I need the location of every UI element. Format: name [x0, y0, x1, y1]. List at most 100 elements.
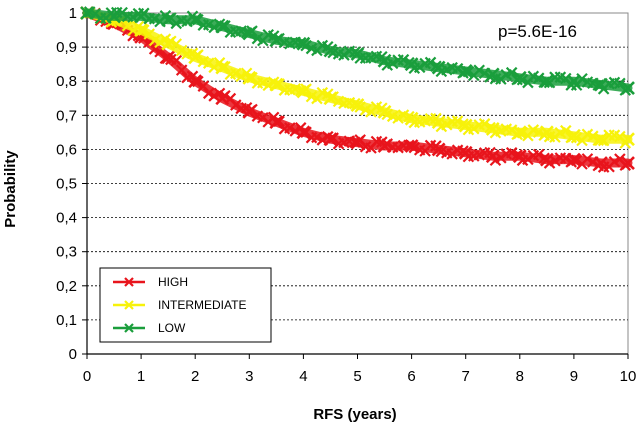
legend-marker — [124, 277, 134, 287]
censor-mark — [273, 115, 285, 128]
legend-marker — [124, 323, 134, 333]
censor-mark — [446, 148, 458, 160]
data-point — [404, 111, 419, 126]
y-tick-label: 0,7 — [56, 107, 77, 124]
data-point — [594, 132, 608, 147]
censor-mark — [397, 53, 410, 66]
data-point — [296, 84, 311, 99]
data-point — [107, 9, 121, 24]
x-tick-label: 8 — [516, 368, 524, 385]
data-point — [458, 145, 473, 160]
censor-mark — [473, 64, 486, 77]
x-axis-title: RFS (years) — [313, 406, 396, 423]
data-point — [377, 53, 392, 68]
y-tick-label: 0,2 — [56, 278, 77, 295]
legend-item-high: HIGH — [113, 275, 188, 289]
series-layer — [80, 6, 635, 173]
data-point — [296, 125, 311, 140]
axes: 00,10,20,30,40,50,60,70,80,910 1 2 3 4 5 6 7 8 9 1… — [56, 5, 636, 385]
data-point — [621, 132, 635, 147]
data-point — [431, 60, 446, 75]
x-tick-label: 4 — [299, 368, 307, 385]
y-axis-title: Probability — [2, 150, 19, 228]
censor-mark — [338, 49, 350, 61]
censor-mark — [175, 64, 188, 76]
data-point — [431, 142, 446, 157]
y-tick-label: 0 — [69, 346, 77, 363]
data-point — [215, 60, 230, 75]
legend-item-intermediate: INTERMEDIATE — [113, 298, 246, 312]
data-point — [134, 23, 149, 37]
censor-mark — [462, 65, 475, 78]
data-point — [350, 135, 365, 150]
data-point — [188, 50, 203, 65]
data-point — [242, 26, 257, 41]
censor-mark — [392, 112, 404, 124]
censor-mark — [592, 79, 605, 91]
legend-item-low: LOW — [113, 321, 186, 335]
data-point — [215, 91, 230, 106]
censor-mark — [229, 67, 242, 80]
data-point — [485, 149, 500, 164]
data-point — [323, 132, 338, 147]
censor-mark — [284, 122, 296, 134]
censor-mark — [229, 99, 242, 111]
data-point — [242, 70, 257, 85]
y-tick-label: 0,6 — [56, 141, 77, 158]
data-point — [377, 104, 392, 119]
censor-mark — [478, 118, 491, 130]
y-tick-label: 0,4 — [56, 210, 77, 227]
series-intermediate — [80, 6, 635, 149]
censor-mark — [424, 56, 437, 69]
censor-mark — [116, 6, 128, 19]
series-high — [80, 6, 635, 173]
data-point — [566, 74, 581, 89]
data-point — [296, 36, 311, 51]
x-tick-label: 6 — [407, 368, 415, 385]
censor-mark — [170, 17, 183, 30]
data-point — [621, 156, 635, 170]
censor-mark — [570, 154, 583, 167]
x-tick-label: 3 — [245, 368, 253, 385]
censor-mark — [219, 60, 231, 73]
x-tick-label: 1 — [137, 368, 145, 385]
data-point — [242, 104, 257, 119]
p-value-annotation: p=5.6E-16 — [498, 22, 577, 41]
data-point — [134, 9, 149, 24]
y-tick-label: 0,1 — [56, 312, 77, 329]
series-low — [80, 6, 635, 96]
data-point — [485, 122, 500, 136]
y-tick-label: 1 — [69, 5, 77, 22]
data-point — [566, 128, 581, 143]
censor-mark — [516, 126, 529, 139]
data-point — [377, 139, 392, 153]
data-point — [485, 67, 500, 82]
data-point — [161, 36, 176, 51]
data-point — [188, 74, 203, 89]
x-tick-label: 9 — [570, 368, 578, 385]
censor-mark — [197, 80, 210, 92]
censor-mark — [170, 54, 183, 67]
legend-label: LOW — [158, 321, 186, 335]
legend-marker — [124, 300, 134, 310]
data-point — [458, 64, 473, 78]
data-point — [594, 77, 608, 92]
data-point — [323, 43, 338, 58]
data-point — [539, 152, 554, 167]
data-point — [594, 156, 608, 170]
data-point — [404, 139, 419, 153]
data-point — [269, 115, 284, 130]
data-point — [350, 98, 365, 112]
x-tick-label: 7 — [462, 368, 470, 385]
data-point — [512, 70, 527, 85]
data-point — [458, 118, 473, 133]
y-tick-label: 0,3 — [56, 244, 77, 261]
y-tick-label: 0,5 — [56, 176, 77, 193]
data-point — [621, 81, 635, 95]
data-point — [566, 152, 581, 167]
data-point — [539, 125, 554, 140]
data-point — [404, 57, 419, 72]
x-tick-label: 2 — [191, 368, 199, 385]
